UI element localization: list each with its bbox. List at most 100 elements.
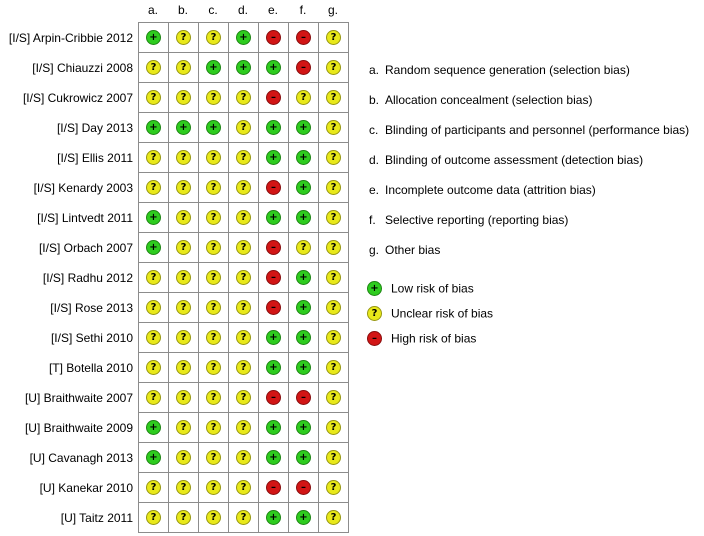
unclear-risk-dot: ? <box>176 210 191 225</box>
grid-line-horizontal <box>138 232 349 233</box>
unclear-risk-dot: ? <box>176 240 191 255</box>
grid-line-vertical <box>138 22 139 532</box>
high-risk-dot: – <box>266 480 281 495</box>
unclear-risk-dot: ? <box>236 450 251 465</box>
unclear-risk-dot: ? <box>146 390 161 405</box>
grid-line-horizontal <box>138 502 349 503</box>
domain-key-item: b. Allocation concealment (selection bias… <box>369 93 592 107</box>
unclear-risk-dot: ? <box>236 300 251 315</box>
unclear-risk-dot: ? <box>176 480 191 495</box>
unclear-risk-dot: ? <box>206 90 221 105</box>
high-risk-dot: – <box>296 30 311 45</box>
grid-line-horizontal <box>138 262 349 263</box>
low-risk-dot: + <box>146 450 161 465</box>
domain-letter: g. <box>369 243 380 257</box>
low-risk-dot: + <box>146 240 161 255</box>
unclear-risk-dot: ? <box>326 210 341 225</box>
unclear-risk-dot: ? <box>146 330 161 345</box>
grid-line-vertical <box>258 22 259 532</box>
study-label: [T] Botella 2010 <box>48 361 133 375</box>
unclear-risk-dot: ? <box>206 450 221 465</box>
low-risk-dot: + <box>236 30 251 45</box>
low-risk-dot: + <box>176 120 191 135</box>
high-risk-dot: – <box>266 390 281 405</box>
domain-key-item: f. Selective reporting (reporting bias) <box>369 213 568 227</box>
unclear-risk-dot: ? <box>236 90 251 105</box>
legend-label: Unclear risk of bias <box>391 306 494 321</box>
unclear-risk-dot: ? <box>176 510 191 525</box>
domain-description: Other bias <box>385 243 441 257</box>
grid-line-horizontal <box>138 202 349 203</box>
legend-item-low: + Low risk of bias <box>367 281 474 297</box>
grid-line-vertical <box>168 22 169 532</box>
low-risk-dot: + <box>296 450 311 465</box>
low-risk-dot: + <box>266 210 281 225</box>
grid-line-horizontal <box>138 532 349 533</box>
study-label: [I/S] Orbach 2007 <box>38 241 133 255</box>
domain-description: Selective reporting (reporting bias) <box>385 213 569 227</box>
unclear-risk-dot: ? <box>146 300 161 315</box>
low-risk-dot: + <box>266 450 281 465</box>
unclear-risk-dot: ? <box>176 390 191 405</box>
unclear-risk-dot: ? <box>326 420 341 435</box>
column-header: d. <box>237 3 248 17</box>
study-label: [I/S] Day 2013 <box>56 121 133 135</box>
study-label: [I/S] Radhu 2012 <box>42 271 133 285</box>
unclear-risk-dot: ? <box>146 510 161 525</box>
study-label: [I/S] Rose 2013 <box>50 301 133 315</box>
legend-label: High risk of bias <box>391 331 477 346</box>
unclear-risk-legend-dot: ? <box>367 306 382 322</box>
grid-line-horizontal <box>138 142 349 143</box>
unclear-risk-dot: ? <box>236 390 251 405</box>
unclear-risk-dot: ? <box>326 240 341 255</box>
unclear-risk-dot: ? <box>206 360 221 375</box>
column-header: g. <box>327 3 338 17</box>
unclear-risk-dot: ? <box>176 330 191 345</box>
study-label: [I/S] Ellis 2011 <box>57 151 133 165</box>
unclear-risk-dot: ? <box>296 240 311 255</box>
domain-key-item: c. Blinding of participants and personnel… <box>369 123 689 137</box>
unclear-risk-dot: ? <box>206 240 221 255</box>
unclear-risk-dot: ? <box>176 270 191 285</box>
domain-description: Allocation concealment (selection bias) <box>385 93 593 107</box>
domain-letter: b. <box>369 93 380 107</box>
study-label: [I/S] Cukrowicz 2007 <box>22 91 133 105</box>
unclear-risk-dot: ? <box>326 450 341 465</box>
unclear-risk-dot: ? <box>326 120 341 135</box>
unclear-risk-dot: ? <box>206 180 221 195</box>
study-label: [I/S] Arpin-Cribbie 2012 <box>8 31 133 45</box>
unclear-risk-dot: ? <box>236 120 251 135</box>
low-risk-dot: + <box>146 30 161 45</box>
low-risk-dot: + <box>146 210 161 225</box>
domain-letter: d. <box>369 153 380 167</box>
grid-line-vertical <box>348 22 349 532</box>
high-risk-dot: – <box>296 480 311 495</box>
grid-line-horizontal <box>138 382 349 383</box>
unclear-risk-dot: ? <box>326 180 341 195</box>
low-risk-dot: + <box>266 510 281 525</box>
grid-line-horizontal <box>138 412 349 413</box>
low-risk-dot: + <box>296 510 311 525</box>
unclear-risk-dot: ? <box>326 90 341 105</box>
unclear-risk-dot: ? <box>326 300 341 315</box>
unclear-risk-dot: ? <box>326 330 341 345</box>
low-risk-dot: + <box>236 60 251 75</box>
unclear-risk-dot: ? <box>176 150 191 165</box>
unclear-risk-dot: ? <box>146 480 161 495</box>
unclear-risk-dot: ? <box>206 420 221 435</box>
unclear-risk-dot: ? <box>146 270 161 285</box>
domain-letter: a. <box>369 63 380 77</box>
unclear-risk-dot: ? <box>236 240 251 255</box>
low-risk-dot: + <box>266 150 281 165</box>
domain-description: Incomplete outcome data (attrition bias) <box>385 183 596 197</box>
unclear-risk-dot: ? <box>206 210 221 225</box>
domain-key-item: g. Other bias <box>369 243 440 257</box>
unclear-risk-dot: ? <box>176 30 191 45</box>
grid-line-vertical <box>288 22 289 532</box>
unclear-risk-dot: ? <box>146 180 161 195</box>
grid-line-vertical <box>318 22 319 532</box>
unclear-risk-dot: ? <box>236 330 251 345</box>
legend-item-unclear: ? Unclear risk of bias <box>367 306 494 322</box>
unclear-risk-dot: ? <box>326 480 341 495</box>
unclear-risk-dot: ? <box>146 150 161 165</box>
